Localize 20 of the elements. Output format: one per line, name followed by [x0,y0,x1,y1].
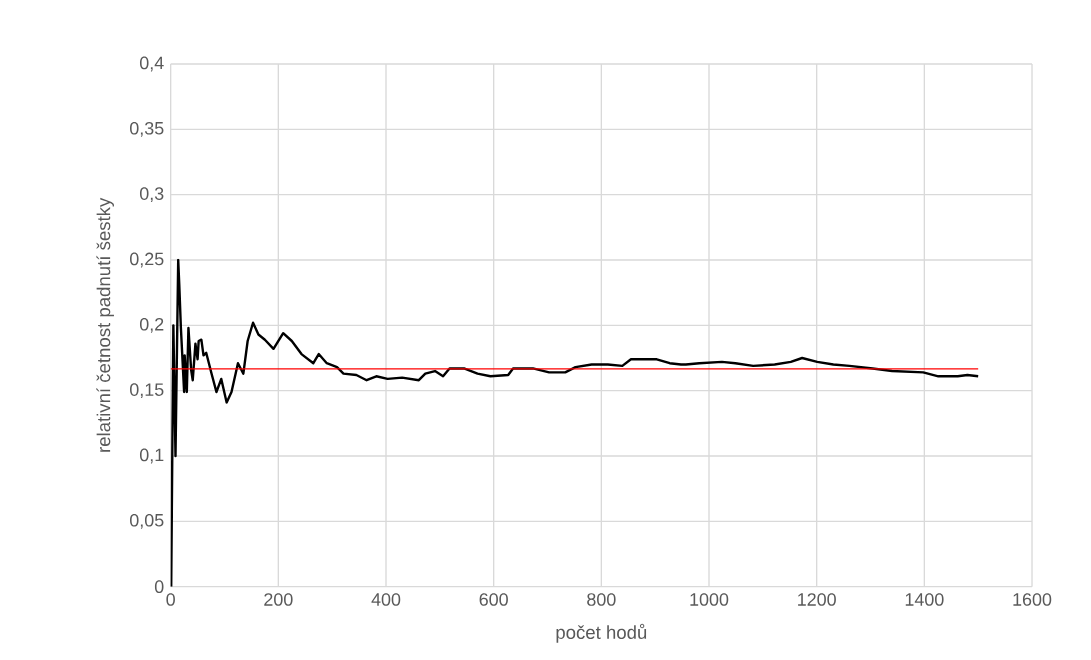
x-axis-title: počet hodů [556,623,647,643]
y-tick-label: 0,35 [130,121,164,137]
x-tick-label: 200 [264,593,293,606]
y-tick-label: 0,4 [139,56,164,72]
y-tick-label: 0 [154,580,164,594]
x-tick-label: 600 [479,593,508,606]
y-tick-label: 0,2 [139,317,164,333]
x-tick-label: 1600 [1013,593,1052,606]
y-tick-label: 0,05 [130,513,164,529]
x-tick-label: 400 [371,593,401,606]
x-tick-label: 1200 [798,593,836,606]
y-tick-label: 0,3 [139,187,164,203]
x-tick-label: 1000 [690,593,729,606]
x-tick-label: 800 [587,593,616,606]
y-tick-label: 0,15 [130,383,164,399]
y-tick-label: 0,1 [139,448,164,464]
x-tick-label: 0 [166,593,175,606]
y-tick-label: 0,25 [130,252,164,268]
y-axis-title: relativní četnost padnutí šestky [96,197,114,452]
x-tick-label: 1400 [905,593,944,606]
